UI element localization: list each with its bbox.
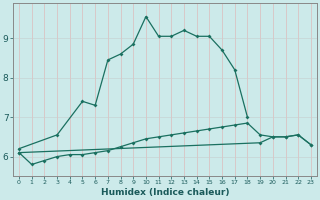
X-axis label: Humidex (Indice chaleur): Humidex (Indice chaleur) — [101, 188, 229, 197]
